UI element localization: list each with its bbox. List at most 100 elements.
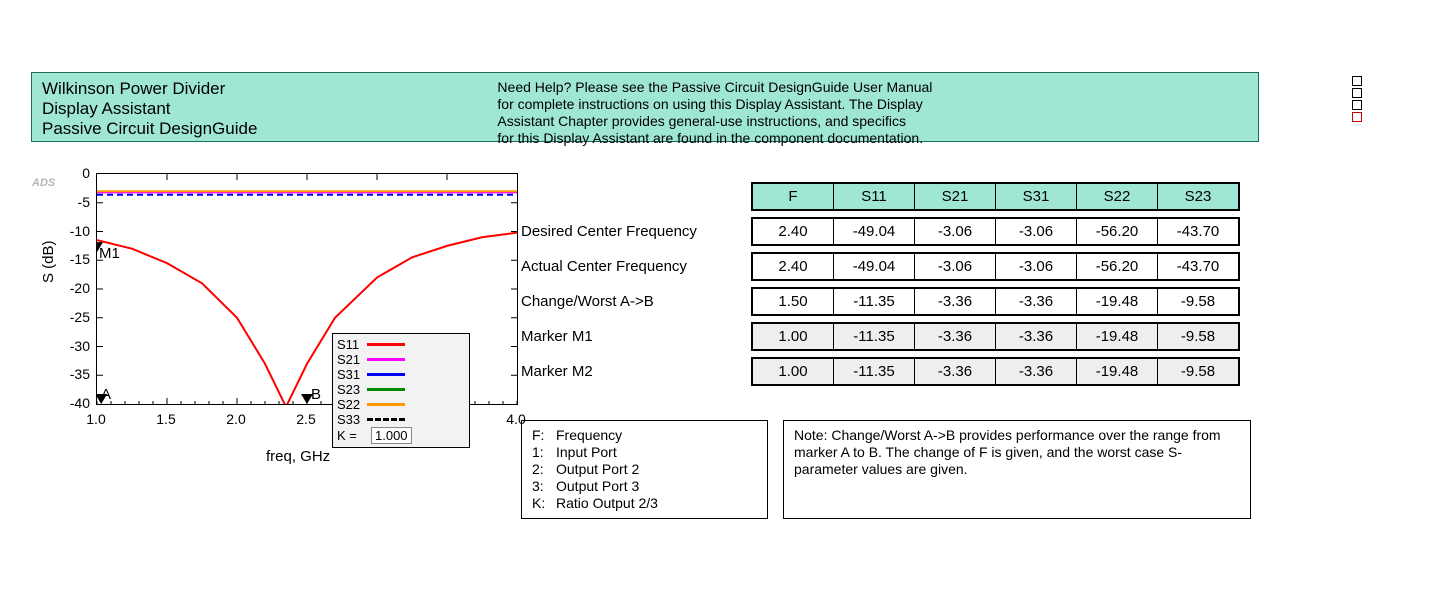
header-banner: Wilkinson Power Divider Display Assistan… <box>31 72 1259 142</box>
legend-label: S23 <box>337 382 367 397</box>
table-cell: -11.35 <box>834 289 915 314</box>
side-marker-icon <box>1352 100 1362 110</box>
definition-key: 3: <box>532 478 556 495</box>
legend-swatch <box>367 358 405 361</box>
table-cell: -3.06 <box>996 254 1077 279</box>
ytick: 0 <box>60 165 90 181</box>
table-cell: -11.35 <box>834 359 915 384</box>
table-cell: -3.36 <box>915 324 996 349</box>
table-cell: -9.58 <box>1158 289 1238 314</box>
table-row: Change/Worst A->B1.50-11.35-3.36-3.36-19… <box>521 287 1251 316</box>
legend-k-value[interactable]: 1.000 <box>371 427 412 444</box>
title-line-1: Wilkinson Power Divider <box>42 79 257 99</box>
notes-row: F:Frequency1:Input Port2:Output Port 23:… <box>521 420 1251 519</box>
side-markers <box>1352 76 1362 124</box>
chart-xlabel: freq, GHz <box>266 448 330 465</box>
definition-row: 3:Output Port 3 <box>532 478 757 495</box>
table-cell: -19.48 <box>1077 359 1158 384</box>
table-row-label: Marker M1 <box>521 324 751 349</box>
table-row-label: Marker M2 <box>521 359 751 384</box>
header-title-block: Wilkinson Power Divider Display Assistan… <box>42 79 257 135</box>
table-cell: -56.20 <box>1077 254 1158 279</box>
definition-key: 2: <box>532 461 556 478</box>
side-marker-icon <box>1352 112 1362 122</box>
legend-label: S21 <box>337 352 367 367</box>
ytick: -40 <box>60 395 90 411</box>
legend-row: S11 <box>337 337 465 352</box>
help-line-3: Assistant Chapter provides general-use i… <box>497 113 932 130</box>
table-header-cell: S31 <box>996 184 1077 209</box>
ytick: -20 <box>60 280 90 296</box>
legend-swatch <box>367 403 405 406</box>
table-row-label: Change/Worst A->B <box>521 289 751 314</box>
table-cell: -3.06 <box>996 219 1077 244</box>
table-cell: -9.58 <box>1158 324 1238 349</box>
side-marker-icon <box>1352 88 1362 98</box>
table-cell: -43.70 <box>1158 219 1238 244</box>
table-cell: -3.36 <box>996 289 1077 314</box>
legend-label: S11 <box>337 337 367 352</box>
help-line-4: for this Display Assistant are found in … <box>497 130 932 147</box>
legend-row: S31 <box>337 367 465 382</box>
definition-value: Ratio Output 2/3 <box>556 495 658 512</box>
definition-row: F:Frequency <box>532 427 757 444</box>
help-line-1: Need Help? Please see the Passive Circui… <box>497 79 932 96</box>
legend-swatch <box>367 388 405 391</box>
legend-label: S22 <box>337 397 367 412</box>
table-cell: -56.20 <box>1077 219 1158 244</box>
table-cell: -19.48 <box>1077 289 1158 314</box>
table-cell: -3.36 <box>915 359 996 384</box>
legend-swatch <box>367 418 405 421</box>
table-cell: -11.35 <box>834 324 915 349</box>
xtick: 1.5 <box>151 411 181 427</box>
table-row-label: Actual Center Frequency <box>521 254 751 279</box>
table-cell: -3.36 <box>996 359 1077 384</box>
table-header-cell: S22 <box>1077 184 1158 209</box>
xtick: 2.5 <box>291 411 321 427</box>
ytick: -10 <box>60 223 90 239</box>
table-header-cell: S23 <box>1158 184 1238 209</box>
definition-value: Output Port 3 <box>556 478 639 495</box>
help-line-2: for complete instructions on using this … <box>497 96 932 113</box>
table-row-label: Desired Center Frequency <box>521 219 751 244</box>
ytick: -5 <box>60 194 90 210</box>
legend-k-label: K = <box>337 428 367 443</box>
ytick: -15 <box>60 251 90 267</box>
table-header-cell: S21 <box>915 184 996 209</box>
table-cell: -49.04 <box>834 219 915 244</box>
ytick: -35 <box>60 366 90 382</box>
table-cell: 2.40 <box>753 254 834 279</box>
side-marker-icon <box>1352 76 1362 86</box>
title-line-3: Passive Circuit DesignGuide <box>42 119 257 139</box>
definition-value: Output Port 2 <box>556 461 639 478</box>
xtick: 1.0 <box>81 411 111 427</box>
table-cell: -3.36 <box>996 324 1077 349</box>
xtick: 2.0 <box>221 411 251 427</box>
note-box: Note: Change/Worst A->B provides perform… <box>783 420 1251 519</box>
legend-label: S33 <box>337 412 367 427</box>
legend-swatch <box>367 343 405 346</box>
definition-key: F: <box>532 427 556 444</box>
title-line-2: Display Assistant <box>42 99 257 119</box>
table-cell: 1.00 <box>753 324 834 349</box>
table-cell: -3.06 <box>915 254 996 279</box>
table-cell: -49.04 <box>834 254 915 279</box>
ytick: -30 <box>60 338 90 354</box>
note-text: Note: Change/Worst A->B provides perform… <box>794 427 1221 477</box>
definitions-box: F:Frequency1:Input Port2:Output Port 23:… <box>521 420 768 519</box>
legend-row: S33 <box>337 412 465 427</box>
ads-watermark: ADS <box>32 177 55 189</box>
table-cell: 1.50 <box>753 289 834 314</box>
table-cell: -9.58 <box>1158 359 1238 384</box>
definition-key: K: <box>532 495 556 512</box>
table-row: Marker M11.00-11.35-3.36-3.36-19.48-9.58 <box>521 322 1251 351</box>
legend-row: S21 <box>337 352 465 367</box>
table-cell: -43.70 <box>1158 254 1238 279</box>
table-row: Actual Center Frequency2.40-49.04-3.06-3… <box>521 252 1251 281</box>
table-cell: -3.06 <box>915 219 996 244</box>
definition-value: Frequency <box>556 427 622 444</box>
definition-row: 2:Output Port 2 <box>532 461 757 478</box>
marker-b-label: B <box>311 386 321 403</box>
table-cell: -19.48 <box>1077 324 1158 349</box>
chart-ylabel: S (dB) <box>40 240 57 283</box>
